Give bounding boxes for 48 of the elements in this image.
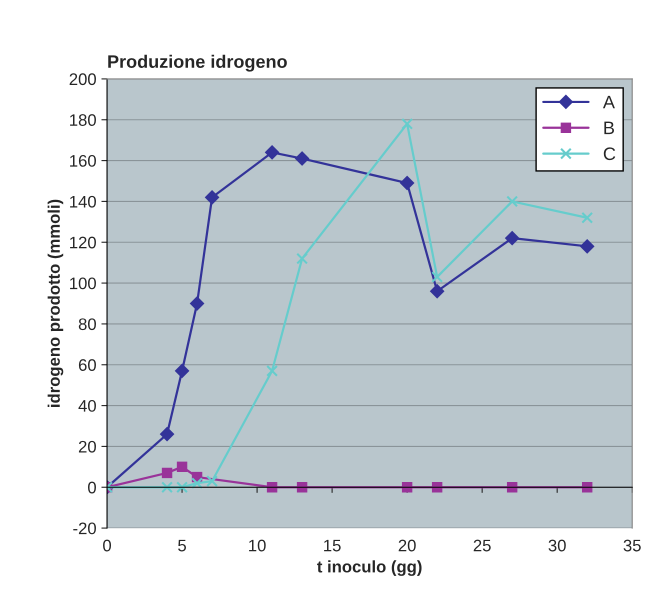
y-tick-label: 140 — [70, 196, 96, 208]
point — [204, 190, 220, 205]
point — [206, 475, 218, 488]
y-tick-label: 80 — [78, 318, 96, 330]
legend-label: B — [604, 122, 614, 134]
y-tick-label: 180 — [70, 114, 96, 126]
x-tick-label: 35 — [624, 540, 641, 552]
y-axis-title: idrogeno prodotto (mmoli) — [48, 200, 64, 407]
x-tick-label: 5 — [178, 540, 186, 552]
y-tick-label: 40 — [78, 400, 96, 412]
point — [264, 145, 280, 160]
y-tick-label: 20 — [78, 440, 96, 453]
point — [401, 118, 414, 130]
x-axis-title: t inoculo (gg) — [317, 560, 422, 576]
point — [160, 426, 174, 442]
point — [430, 284, 444, 298]
y-tick-label: 100 — [70, 277, 96, 290]
point — [176, 481, 188, 494]
point — [294, 151, 310, 166]
point — [174, 364, 190, 378]
legend-label: C — [604, 147, 616, 160]
y-tick-label: 160 — [70, 154, 96, 167]
x-tick-label: 30 — [548, 540, 566, 552]
point — [400, 176, 414, 190]
y-tick-label: 200 — [70, 73, 96, 86]
point — [506, 196, 518, 208]
y-tick-label: -20 — [73, 522, 96, 534]
chart-title: Produzione idrogeno — [108, 54, 287, 72]
x-tick-label: 0 — [103, 540, 112, 552]
x-tick-label: 20 — [398, 540, 416, 552]
point — [266, 364, 278, 377]
point — [190, 296, 204, 311]
point — [176, 462, 188, 472]
point — [162, 468, 172, 478]
point — [504, 230, 520, 246]
x-tick-label: 25 — [474, 540, 491, 552]
point — [580, 239, 594, 254]
point — [191, 477, 203, 490]
point — [431, 271, 444, 283]
point — [581, 212, 594, 224]
y-tick-label: 0 — [88, 482, 96, 494]
x-tick-label: 10 — [249, 540, 266, 552]
legend-label: A — [602, 96, 615, 108]
point — [161, 481, 173, 494]
y-tick-label: 60 — [78, 359, 96, 371]
y-tick-label: 120 — [70, 236, 96, 248]
point — [296, 252, 308, 264]
x-tick-label: 15 — [324, 540, 341, 552]
